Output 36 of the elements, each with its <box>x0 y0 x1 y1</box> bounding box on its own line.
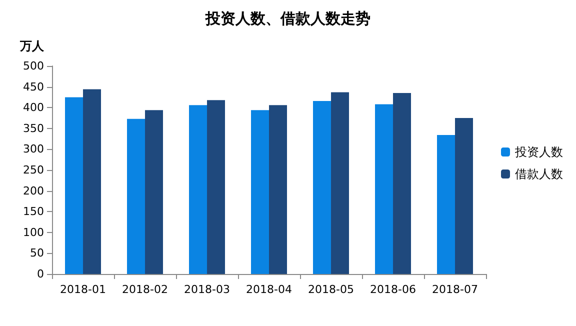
chart-title: 投资人数、借款人数走势 <box>204 10 370 28</box>
bar <box>83 89 101 274</box>
bar <box>145 110 163 274</box>
x-tick-label: 2018-02 <box>122 283 168 296</box>
x-tick-label: 2018-03 <box>184 283 230 296</box>
x-tick-label: 2018-07 <box>432 283 478 296</box>
y-tick-label: 300 <box>23 142 44 156</box>
bar <box>455 118 473 274</box>
y-tick-label: 450 <box>23 80 44 94</box>
y-tick-label: 250 <box>23 164 44 176</box>
bar <box>331 92 349 274</box>
bar <box>393 93 411 274</box>
y-tick-label: 50 <box>30 246 44 260</box>
bar <box>127 118 145 274</box>
bar <box>251 110 269 274</box>
legend-label: 投资人数 <box>514 145 563 159</box>
x-tick-label: 2018-05 <box>308 283 354 296</box>
y-tick-label: 200 <box>23 184 44 198</box>
x-tick-label: 2018-01 <box>60 283 106 296</box>
y-tick-label: 150 <box>23 205 44 218</box>
x-tick-label: 2018-06 <box>370 283 416 296</box>
bar <box>65 97 83 274</box>
y-tick-label: 100 <box>23 226 44 239</box>
bar <box>375 104 393 274</box>
bar <box>189 105 207 274</box>
y-tick-label: 350 <box>23 122 44 135</box>
bar <box>437 135 455 274</box>
y-axis-title: 万人 <box>19 39 45 53</box>
legend-label: 借款人数 <box>515 167 563 181</box>
bar <box>269 105 287 274</box>
y-tick-label: 500 <box>23 60 44 72</box>
x-tick-label: 2018-04 <box>246 283 292 296</box>
bar <box>207 100 225 274</box>
y-tick-label: 400 <box>23 101 44 114</box>
bar <box>313 100 331 274</box>
y-tick-label: 0 <box>37 268 44 280</box>
